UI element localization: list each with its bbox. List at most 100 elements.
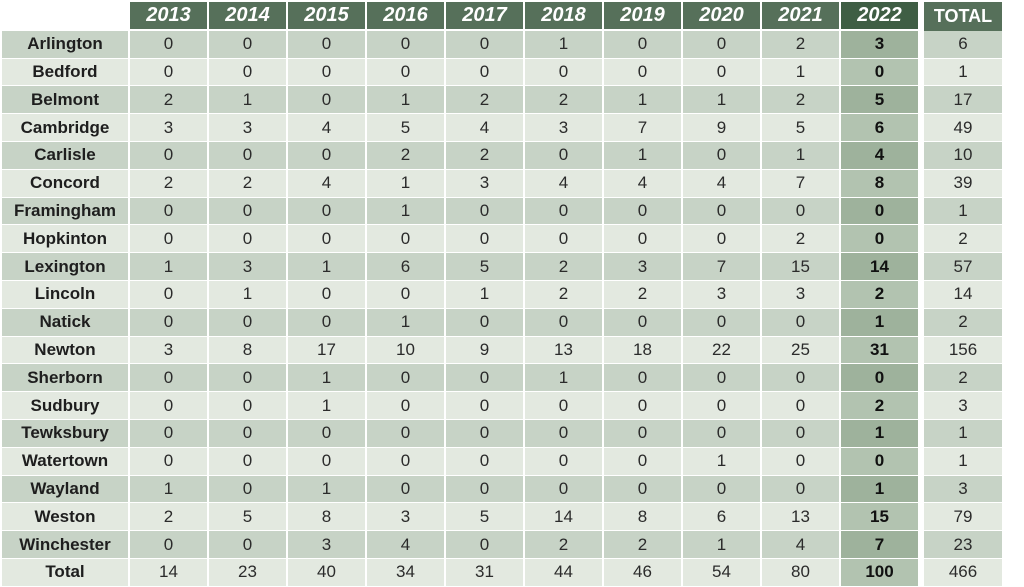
value-cell: 0 bbox=[762, 197, 839, 226]
value-cell: 0 bbox=[367, 58, 444, 87]
value-cell: 9 bbox=[683, 114, 760, 142]
value-cell: 0 bbox=[683, 225, 760, 254]
value-cell: 0 bbox=[367, 392, 444, 420]
value-cell: 0 bbox=[288, 308, 365, 337]
row-label: Cambridge bbox=[2, 114, 128, 142]
value-cell: 3 bbox=[762, 280, 839, 309]
value-cell: 40 bbox=[288, 558, 365, 587]
table-row: Cambridge 3 3 4 5 4 3 7 9 5 6 49 bbox=[2, 114, 1002, 142]
highlight-cell-2022: 7 bbox=[841, 531, 918, 559]
value-cell: 0 bbox=[209, 58, 286, 87]
value-cell: 0 bbox=[762, 308, 839, 337]
highlight-cell-2022: 4 bbox=[841, 141, 918, 170]
row-total-cell: 156 bbox=[924, 336, 1002, 365]
value-cell: 2 bbox=[604, 531, 681, 559]
value-cell: 1 bbox=[209, 86, 286, 115]
value-cell: 0 bbox=[209, 364, 286, 393]
value-cell: 1 bbox=[762, 141, 839, 170]
value-cell: 0 bbox=[446, 197, 523, 226]
value-cell: 0 bbox=[604, 392, 681, 420]
column-gap bbox=[920, 337, 922, 365]
value-cell: 0 bbox=[288, 419, 365, 448]
column-gap bbox=[920, 559, 922, 587]
value-cell: 34 bbox=[367, 558, 444, 587]
highlight-cell-2022: 1 bbox=[841, 475, 918, 504]
value-cell: 0 bbox=[288, 197, 365, 226]
column-gap bbox=[920, 31, 922, 59]
value-cell: 5 bbox=[367, 114, 444, 142]
column-gap bbox=[920, 86, 922, 114]
value-cell: 1 bbox=[525, 364, 602, 393]
value-cell: 0 bbox=[446, 364, 523, 393]
row-label: Newton bbox=[2, 336, 128, 365]
value-cell: 0 bbox=[130, 419, 207, 448]
highlight-cell-2022: 100 bbox=[841, 558, 918, 587]
value-cell: 0 bbox=[604, 58, 681, 87]
table-row: Natick 0 0 0 1 0 0 0 0 0 1 2 bbox=[2, 308, 1002, 337]
value-cell: 0 bbox=[683, 364, 760, 393]
row-label: Winchester bbox=[2, 531, 128, 559]
row-label: Concord bbox=[2, 169, 128, 198]
year-header-2016: 2016 bbox=[367, 2, 444, 31]
total-header: TOTAL bbox=[924, 2, 1002, 31]
row-label: Lexington bbox=[2, 253, 128, 281]
table-body: Arlington 0 0 0 0 0 1 0 0 2 3 6 Bedford 0 0 0 0 0 0 0 0 1 0 1 Be… bbox=[2, 30, 1002, 587]
value-cell: 0 bbox=[209, 475, 286, 504]
table-row: Winchester 0 0 3 4 0 2 2 1 4 7 23 bbox=[2, 531, 1002, 559]
value-cell: 0 bbox=[446, 475, 523, 504]
row-total-cell: 23 bbox=[924, 531, 1002, 559]
value-cell: 3 bbox=[288, 531, 365, 559]
column-gap bbox=[920, 392, 922, 420]
value-cell: 5 bbox=[446, 253, 523, 281]
column-gap bbox=[920, 309, 922, 337]
value-cell: 0 bbox=[683, 392, 760, 420]
value-cell: 23 bbox=[209, 558, 286, 587]
highlight-cell-2022: 0 bbox=[841, 197, 918, 226]
value-cell: 2 bbox=[604, 280, 681, 309]
value-cell: 0 bbox=[683, 197, 760, 226]
value-cell: 1 bbox=[288, 253, 365, 281]
year-header-2020: 2020 bbox=[683, 2, 760, 31]
value-cell: 0 bbox=[525, 447, 602, 476]
value-cell: 0 bbox=[209, 447, 286, 476]
value-cell: 0 bbox=[209, 197, 286, 226]
table-row: Sudbury 0 0 1 0 0 0 0 0 0 2 3 bbox=[2, 392, 1002, 420]
value-cell: 5 bbox=[446, 503, 523, 532]
value-cell: 80 bbox=[762, 558, 839, 587]
value-cell: 1 bbox=[367, 86, 444, 115]
value-cell: 2 bbox=[525, 86, 602, 115]
table-row: Wayland 1 0 1 0 0 0 0 0 0 1 3 bbox=[2, 475, 1002, 504]
value-cell: 0 bbox=[446, 308, 523, 337]
value-cell: 1 bbox=[367, 197, 444, 226]
value-cell: 6 bbox=[683, 503, 760, 532]
value-cell: 0 bbox=[446, 392, 523, 420]
value-cell: 0 bbox=[762, 447, 839, 476]
value-cell: 0 bbox=[762, 475, 839, 504]
column-gap bbox=[920, 198, 922, 226]
column-gap bbox=[920, 142, 922, 170]
row-label: Natick bbox=[2, 308, 128, 337]
highlight-cell-2022: 1 bbox=[841, 419, 918, 448]
value-cell: 3 bbox=[209, 114, 286, 142]
table-row: Watertown 0 0 0 0 0 0 0 1 0 0 1 bbox=[2, 447, 1002, 476]
value-cell: 0 bbox=[604, 419, 681, 448]
row-total-cell: 3 bbox=[924, 475, 1002, 504]
value-cell: 4 bbox=[367, 531, 444, 559]
value-cell: 1 bbox=[367, 169, 444, 198]
table-row: Belmont 2 1 0 1 2 2 1 1 2 5 17 bbox=[2, 86, 1002, 115]
value-cell: 2 bbox=[762, 86, 839, 115]
column-gap bbox=[920, 448, 922, 476]
column-gap bbox=[920, 253, 922, 281]
value-cell: 0 bbox=[209, 308, 286, 337]
year-header-2021: 2021 bbox=[762, 2, 839, 31]
value-cell: 0 bbox=[130, 58, 207, 87]
highlight-cell-2022: 0 bbox=[841, 364, 918, 393]
column-gap bbox=[920, 114, 922, 142]
column-gap bbox=[920, 281, 922, 309]
value-cell: 0 bbox=[130, 447, 207, 476]
value-cell: 3 bbox=[130, 114, 207, 142]
table-row: Newton 3 8 17 10 9 13 18 22 25 31 156 bbox=[2, 336, 1002, 365]
row-total-cell: 17 bbox=[924, 86, 1002, 115]
value-cell: 0 bbox=[130, 280, 207, 309]
value-cell: 0 bbox=[446, 225, 523, 254]
